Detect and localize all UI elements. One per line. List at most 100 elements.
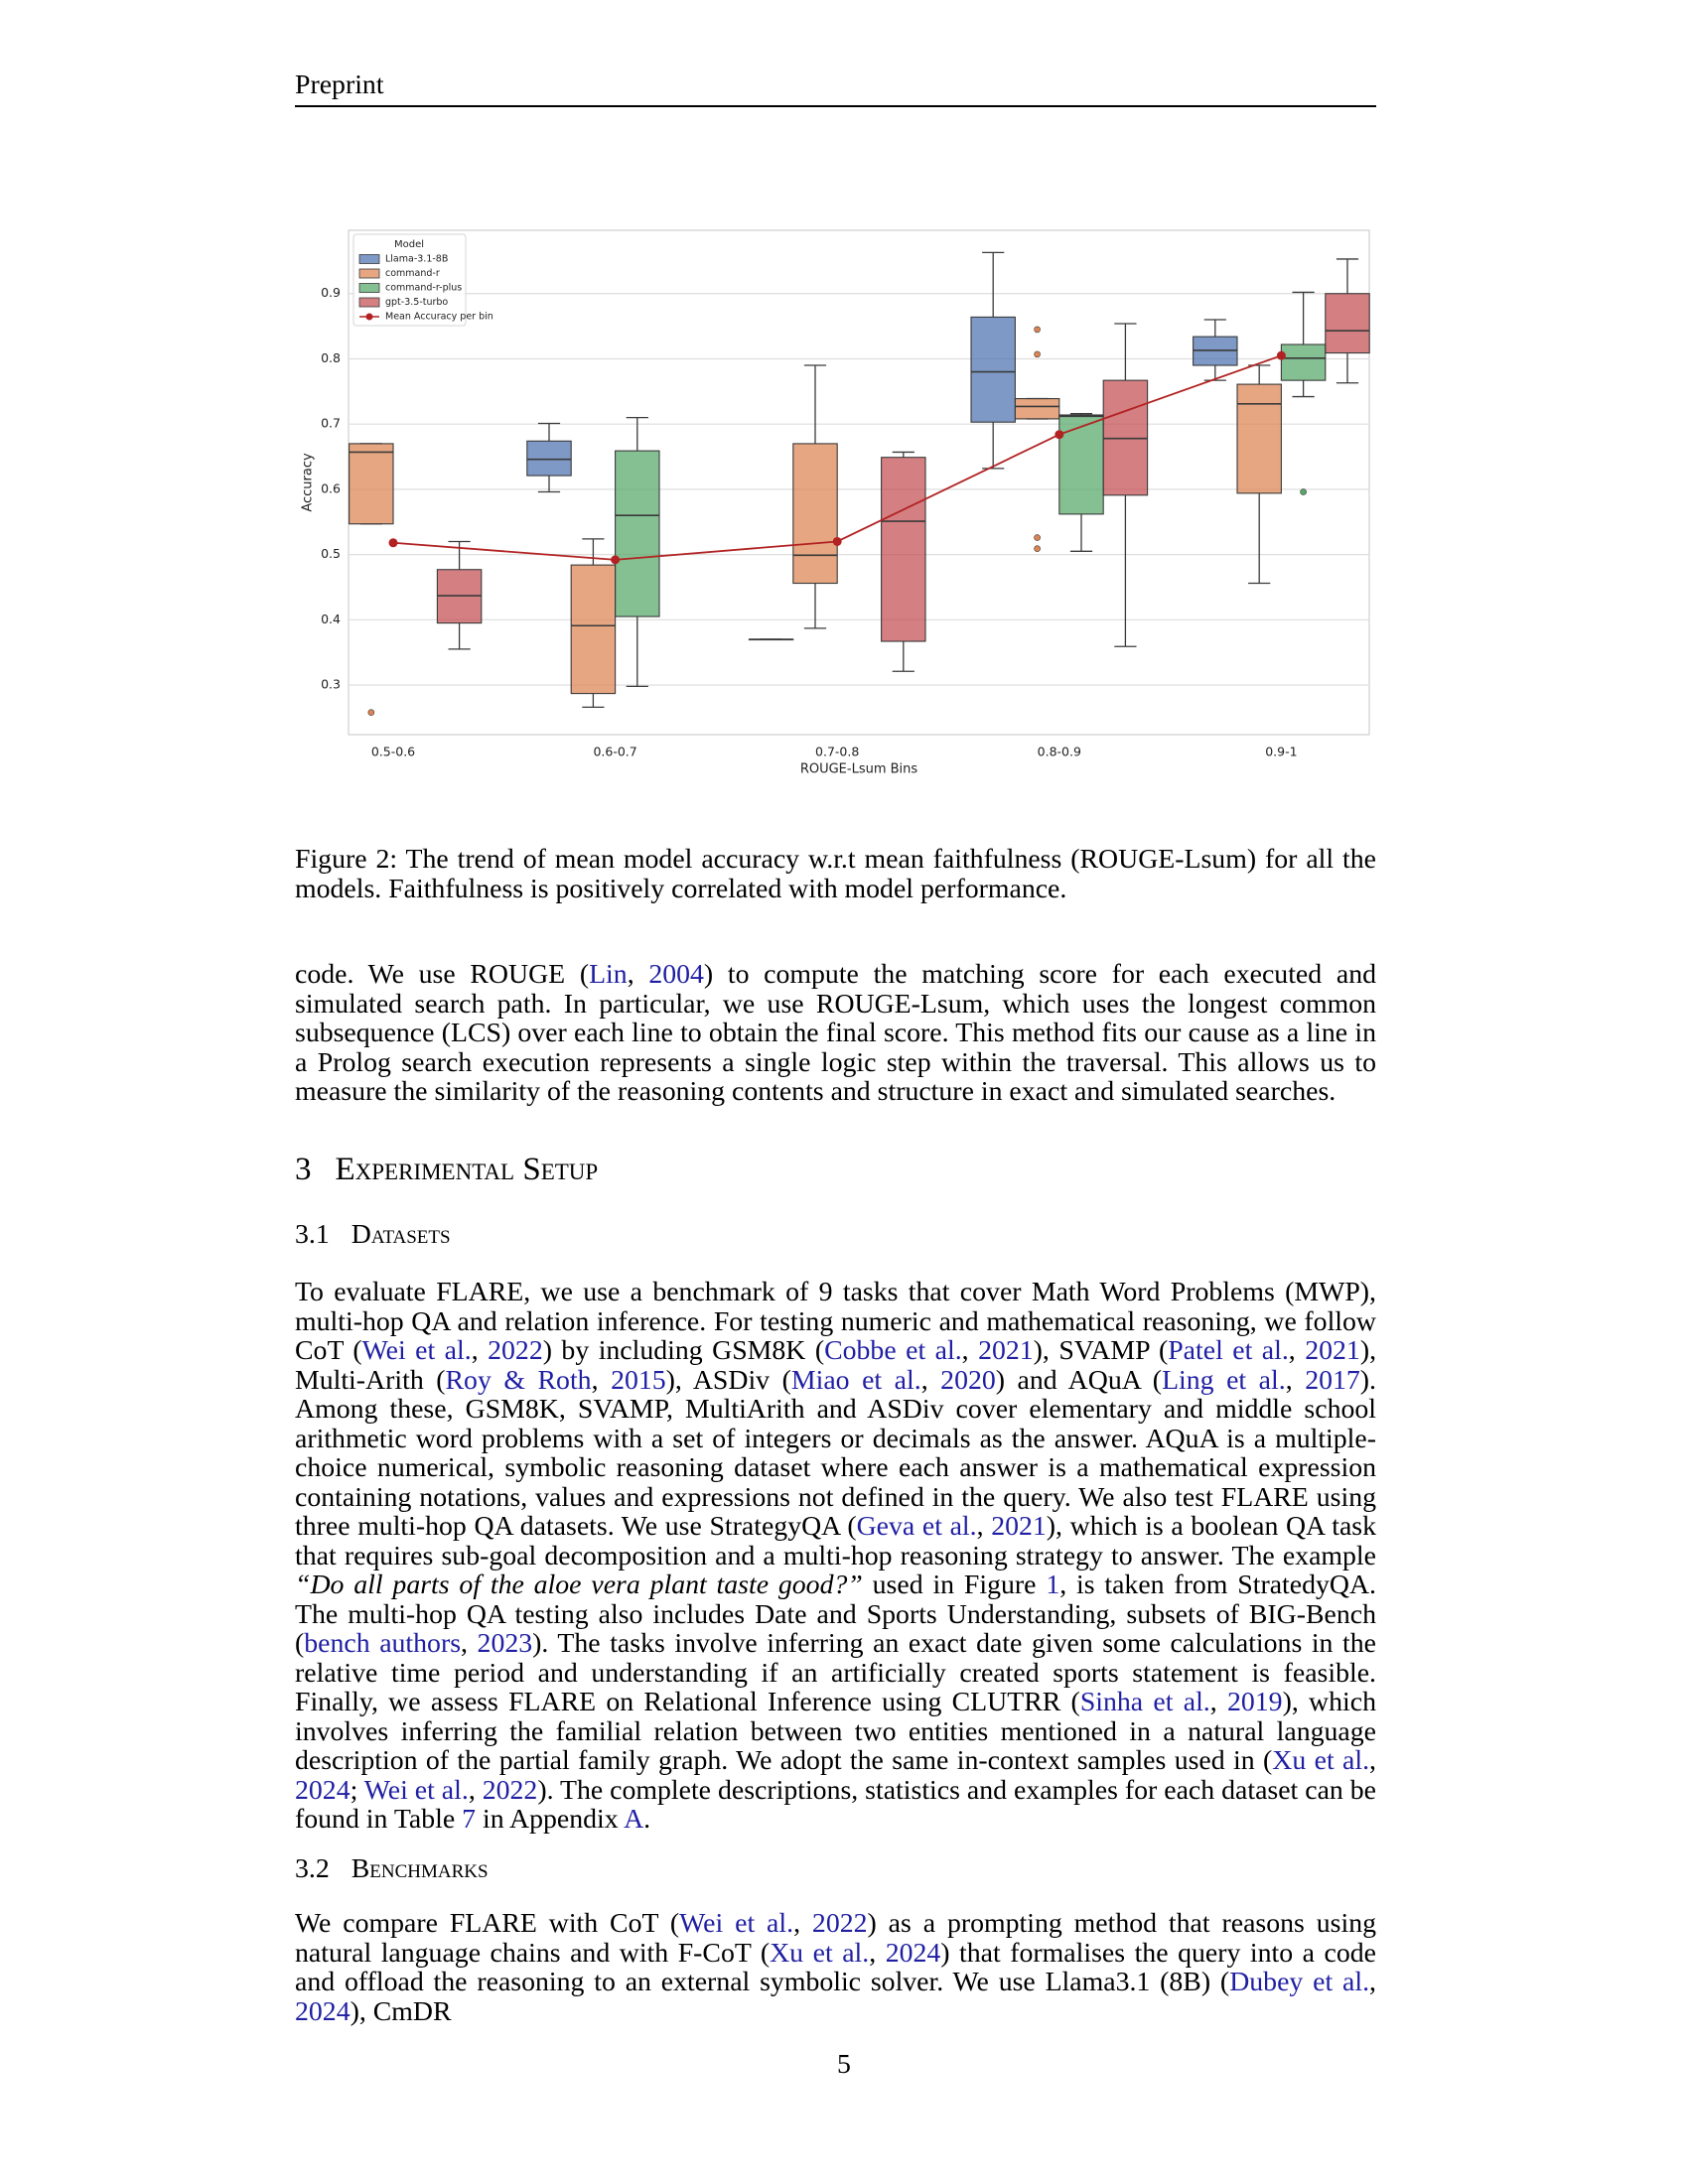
text-run: in Appendix — [476, 1804, 625, 1835]
subsection-number: 3.2 — [295, 1853, 330, 1884]
text-run: , — [591, 1364, 612, 1396]
mean-point — [388, 538, 398, 548]
outlier — [1300, 488, 1307, 495]
header-rule — [295, 105, 1376, 107]
citation-link[interactable]: 2022 — [482, 1774, 538, 1806]
text-run: , — [471, 1335, 489, 1366]
citation-link[interactable]: Xu et al. — [770, 1937, 870, 1969]
x-tick-label: 0.5-0.6 — [371, 745, 415, 759]
citation-link[interactable]: Sinha et al. — [1079, 1687, 1210, 1717]
box — [792, 443, 838, 585]
citation-link[interactable]: Dubey et al. — [1229, 1967, 1370, 1997]
citation-link[interactable]: 2022 — [488, 1335, 543, 1366]
text-run: , — [627, 959, 649, 990]
citation-link[interactable]: 2023 — [477, 1628, 533, 1659]
mean-point — [1055, 430, 1064, 440]
section-number: 3 — [295, 1152, 312, 1187]
citation-link[interactable]: 2021 — [991, 1511, 1047, 1542]
text-run: , — [793, 1908, 812, 1939]
text-run: , — [1209, 1687, 1227, 1717]
text-run: ). The tasks involve inferring an exact … — [295, 1628, 1376, 1717]
text-run: , — [1369, 1745, 1376, 1776]
text-run: ) as a prompting method that reasons usi… — [295, 1908, 1376, 1969]
text-run: ) to compute the matching score for each… — [295, 959, 1376, 1107]
text-run: , is taken from StratedyQA. The multi-ho… — [295, 1570, 1376, 1659]
text-run: ; — [350, 1774, 364, 1806]
citation-link[interactable]: Lin — [589, 959, 628, 990]
box — [970, 316, 1016, 423]
citation-link[interactable]: 1 — [1046, 1570, 1060, 1600]
text-run: ) by including GSM8K ( — [542, 1335, 825, 1366]
citation-link[interactable]: Patel et al. — [1168, 1335, 1289, 1366]
paragraph: code. We use ROUGE (Lin, 2004) to comput… — [295, 960, 1376, 1107]
mean-point — [832, 536, 842, 546]
citation-link[interactable]: Ling et al. — [1162, 1364, 1286, 1396]
citation-link[interactable]: 2024 — [295, 1995, 351, 2027]
x-tick-label: 0.8-0.9 — [1038, 745, 1081, 759]
outlier — [1034, 534, 1041, 541]
citation-link[interactable]: 2004 — [648, 959, 704, 990]
citation-link[interactable]: Wei et al. — [363, 1774, 469, 1806]
box — [615, 450, 660, 617]
text-run: , — [920, 1364, 941, 1396]
citation-link[interactable]: 2015 — [611, 1364, 666, 1396]
legend-label: Llama-3.1-8B — [385, 254, 448, 265]
citation-link[interactable]: 2021 — [1305, 1335, 1360, 1366]
box — [881, 457, 926, 642]
citation-link[interactable]: Wei et al. — [361, 1335, 472, 1366]
citation-link[interactable]: 2020 — [940, 1364, 996, 1396]
citation-link[interactable]: A — [624, 1804, 644, 1835]
subsection-heading: 3.1 Datasets — [295, 1219, 451, 1251]
text-run: , — [1285, 1364, 1306, 1396]
y-axis-label: Accuracy — [301, 453, 316, 512]
citation-link[interactable]: 2019 — [1226, 1687, 1283, 1717]
text-run: used in Figure — [862, 1570, 1047, 1600]
legend-label: command-r — [385, 268, 440, 279]
text-run: ) that formalises the query into a code … — [295, 1937, 1376, 1997]
y-tick-label: 0.8 — [321, 350, 341, 365]
subsection-title: Datasets — [351, 1219, 451, 1250]
x-axis-label: ROUGE-Lsum Bins — [800, 762, 918, 777]
citation-link[interactable]: 2024 — [885, 1937, 941, 1969]
y-tick-label: 0.7 — [321, 416, 341, 431]
citation-link[interactable]: Miao et al. — [790, 1364, 921, 1396]
legend-swatch — [358, 283, 380, 293]
text-run: ) and AQuA ( — [995, 1364, 1163, 1396]
citation-link[interactable]: 2022 — [811, 1908, 868, 1939]
y-tick-label: 0.9 — [321, 285, 341, 300]
chart: 0.3 0.4 0.5 0.6 0.7 0.8 0.9 0.5-0.6 0.6-0.7 0.7-0… — [301, 229, 1370, 777]
legend-label: command-r-plus — [385, 283, 462, 294]
legend-swatch — [358, 297, 380, 308]
citation-link[interactable]: 2021 — [978, 1335, 1034, 1366]
paragraph: To evaluate FLARE, we use a benchmark of… — [295, 1278, 1376, 1835]
plot-area — [348, 229, 1370, 736]
text-run: code. We use ROUGE ( — [295, 959, 590, 990]
text-run: , — [1369, 1967, 1376, 1997]
citation-link[interactable]: Cobbe et al. — [824, 1335, 962, 1366]
citation-link[interactable]: Geva et al. — [856, 1511, 977, 1542]
text-run: , — [1288, 1335, 1306, 1366]
text-run: . — [643, 1804, 651, 1835]
text-run: , — [869, 1937, 886, 1969]
emphasis: “Do all parts of the aloe vera plant tas… — [295, 1570, 863, 1600]
box — [1236, 383, 1282, 494]
outlier — [367, 709, 375, 716]
text-run: , — [461, 1628, 478, 1659]
citation-link[interactable]: Wei et al. — [679, 1908, 794, 1939]
outlier — [1034, 326, 1041, 334]
citation-link[interactable]: bench authors — [304, 1628, 462, 1659]
section-title: Experimental Setup — [335, 1152, 599, 1187]
text-run: ), SVAMP ( — [1033, 1335, 1169, 1366]
citation-link[interactable]: Xu et al. — [1272, 1745, 1370, 1776]
citation-link[interactable]: Roy & Roth — [445, 1364, 592, 1396]
citation-link[interactable]: 2017 — [1305, 1364, 1360, 1396]
text-run: ), which is a boolean QA task that requi… — [295, 1511, 1377, 1571]
citation-link[interactable]: 2024 — [295, 1774, 351, 1806]
box — [1325, 293, 1370, 354]
text-run: ), ASDiv ( — [665, 1364, 791, 1396]
x-tick-label: 0.9-1 — [1265, 745, 1297, 759]
text-run: To evaluate FLARE, we use a benchmark of… — [295, 1277, 1376, 1366]
citation-link[interactable]: 7 — [462, 1804, 477, 1835]
subsection-heading: 3.2 Benchmarks — [295, 1853, 489, 1885]
